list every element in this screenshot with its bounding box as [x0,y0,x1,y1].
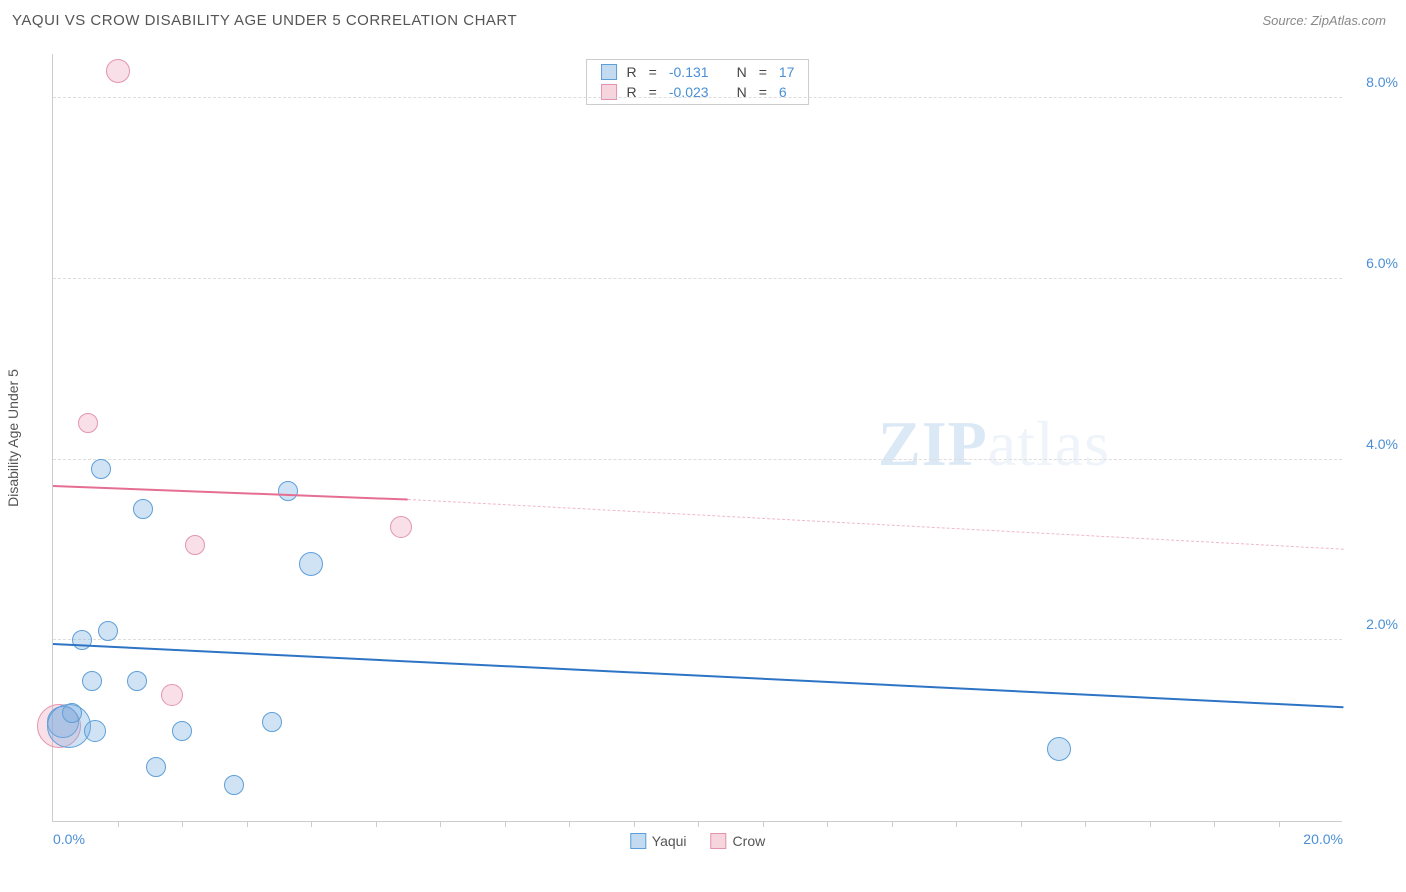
x-tick-label: 20.0% [1303,831,1343,847]
legend-row-yaqui: R = -0.131 N = 17 [587,62,809,82]
series-legend: Yaqui Crow [630,833,765,849]
x-minor-tick [956,821,957,827]
equals-sign: = [649,64,657,80]
data-point-yaqui [91,459,111,479]
data-point-yaqui [84,720,106,742]
data-point-yaqui [172,721,192,741]
data-point-yaqui [224,775,244,795]
watermark-zip: ZIP [878,408,988,479]
data-point-yaqui [278,481,298,501]
trend-line-crow-extrapolated [408,499,1343,550]
x-minor-tick [182,821,183,827]
chart-title: YAQUI VS CROW DISABILITY AGE UNDER 5 COR… [12,12,517,29]
gridline-h [53,459,1342,460]
data-point-yaqui [146,757,166,777]
data-point-yaqui [1047,737,1071,761]
title-bar: YAQUI VS CROW DISABILITY AGE UNDER 5 COR… [0,0,1406,33]
x-minor-tick [440,821,441,827]
x-minor-tick [827,821,828,827]
data-point-yaqui [299,552,323,576]
legend-label-yaqui: Yaqui [652,833,687,849]
y-tick-label: 4.0% [1366,436,1398,452]
data-point-crow [161,684,183,706]
y-tick-label: 8.0% [1366,74,1398,90]
x-minor-tick [1021,821,1022,827]
x-minor-tick [1150,821,1151,827]
scatter-plot: Disability Age Under 5 ZIPatlas R = -0.1… [52,54,1342,822]
x-minor-tick [1085,821,1086,827]
data-point-yaqui [133,499,153,519]
gridline-h [53,639,1342,640]
swatch-yaqui-icon [630,833,646,849]
data-point-yaqui [262,712,282,732]
x-minor-tick [763,821,764,827]
data-point-crow [106,59,130,83]
equals-sign: = [759,64,767,80]
data-point-yaqui [98,621,118,641]
trend-line-crow [53,485,408,501]
data-point-crow [185,535,205,555]
x-minor-tick [569,821,570,827]
swatch-crow-icon [711,833,727,849]
legend-label-crow: Crow [733,833,766,849]
data-point-yaqui [62,703,82,723]
trend-line-yaqui [53,643,1343,708]
r-value-yaqui: -0.131 [669,64,709,80]
y-tick-label: 6.0% [1366,255,1398,271]
data-point-crow [78,413,98,433]
x-minor-tick [118,821,119,827]
n-label: N [737,64,747,80]
x-minor-tick [311,821,312,827]
data-point-crow [390,516,412,538]
x-minor-tick [634,821,635,827]
x-tick-label: 0.0% [53,831,85,847]
x-minor-tick [1279,821,1280,827]
swatch-yaqui-icon [601,64,617,80]
data-point-yaqui [127,671,147,691]
x-minor-tick [698,821,699,827]
watermark: ZIPatlas [878,407,1110,481]
y-axis-title: Disability Age Under 5 [5,369,21,507]
watermark-atlas: atlas [988,408,1110,479]
source-label: Source: ZipAtlas.com [1262,13,1386,28]
x-minor-tick [376,821,377,827]
n-value-yaqui: 17 [779,64,795,80]
x-minor-tick [505,821,506,827]
x-minor-tick [247,821,248,827]
gridline-h [53,278,1342,279]
y-tick-label: 2.0% [1366,616,1398,632]
legend-item-crow: Crow [711,833,766,849]
legend-row-crow: R = -0.023 N = 6 [587,82,809,102]
gridline-h [53,97,1342,98]
legend-item-yaqui: Yaqui [630,833,687,849]
data-point-yaqui [72,630,92,650]
data-point-yaqui [82,671,102,691]
x-minor-tick [892,821,893,827]
x-minor-tick [1214,821,1215,827]
r-label: R [627,64,637,80]
